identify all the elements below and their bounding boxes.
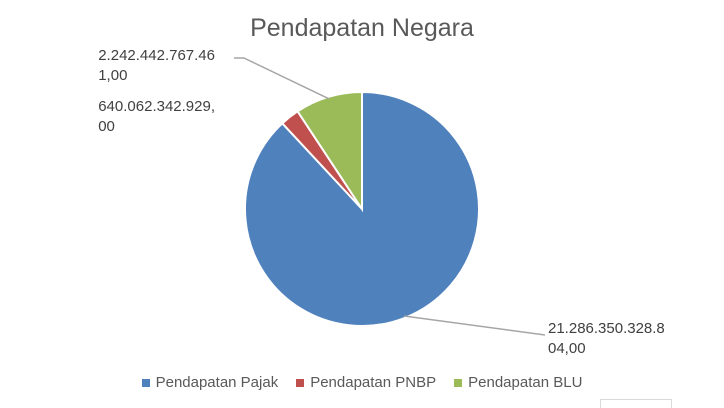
legend-label-pnbp: Pendapatan PNBP bbox=[310, 374, 437, 391]
chart-title: Pendapatan Negara bbox=[250, 14, 474, 42]
data-label-blu: 2.242.442.767.46 1,00 bbox=[98, 47, 215, 84]
legend-swatch-pnbp bbox=[296, 378, 305, 387]
legend: Pendapatan Pajak Pendapatan PNBP Pendapa… bbox=[0, 374, 724, 391]
legend-item-blu: Pendapatan BLU bbox=[454, 374, 582, 391]
data-label-pnbp: 640.062.342.929, 00 bbox=[98, 98, 215, 135]
legend-label-pajak: Pendapatan Pajak bbox=[155, 374, 279, 391]
legend-item-pnbp: Pendapatan PNBP bbox=[296, 374, 436, 391]
legend-label-blu: Pendapatan BLU bbox=[468, 374, 583, 391]
legend-swatch-blu bbox=[454, 378, 463, 387]
leader-line-pajak bbox=[403, 315, 546, 336]
corner-tab bbox=[600, 399, 672, 408]
legend-item-pajak: Pendapatan Pajak bbox=[141, 374, 279, 391]
pie-slice-blu bbox=[296, 90, 363, 213]
leader-line-blu bbox=[234, 57, 330, 100]
data-label-pajak: 21.286.350.328.8 04,00 bbox=[548, 320, 665, 357]
legend-swatch-pajak bbox=[141, 378, 150, 387]
